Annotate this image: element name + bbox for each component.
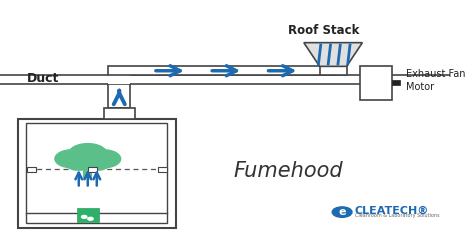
- FancyBboxPatch shape: [109, 66, 333, 75]
- FancyBboxPatch shape: [392, 81, 400, 86]
- Polygon shape: [304, 43, 362, 66]
- Circle shape: [55, 150, 89, 168]
- Circle shape: [83, 156, 110, 170]
- FancyBboxPatch shape: [18, 118, 175, 228]
- Circle shape: [332, 207, 352, 217]
- Circle shape: [86, 150, 121, 168]
- Circle shape: [82, 215, 87, 218]
- Circle shape: [65, 156, 92, 170]
- FancyBboxPatch shape: [109, 75, 130, 84]
- FancyBboxPatch shape: [109, 84, 130, 108]
- Circle shape: [69, 144, 107, 164]
- Text: Roof Stack: Roof Stack: [288, 24, 360, 37]
- Text: CLEATECH®: CLEATECH®: [355, 205, 429, 215]
- Text: Exhaust Fan
Motor: Exhaust Fan Motor: [407, 69, 466, 92]
- FancyBboxPatch shape: [360, 66, 392, 100]
- FancyBboxPatch shape: [27, 167, 36, 172]
- Text: Duct: Duct: [27, 72, 59, 85]
- Text: Fumehood: Fumehood: [233, 161, 343, 181]
- FancyBboxPatch shape: [88, 167, 97, 172]
- FancyBboxPatch shape: [83, 164, 92, 178]
- FancyBboxPatch shape: [26, 123, 167, 223]
- Text: e: e: [338, 207, 346, 217]
- FancyBboxPatch shape: [319, 66, 346, 75]
- Text: Cleanroom & Laboratory Solutions: Cleanroom & Laboratory Solutions: [355, 213, 439, 218]
- FancyBboxPatch shape: [157, 167, 166, 172]
- Circle shape: [88, 217, 93, 220]
- FancyBboxPatch shape: [77, 208, 99, 222]
- FancyBboxPatch shape: [103, 108, 135, 118]
